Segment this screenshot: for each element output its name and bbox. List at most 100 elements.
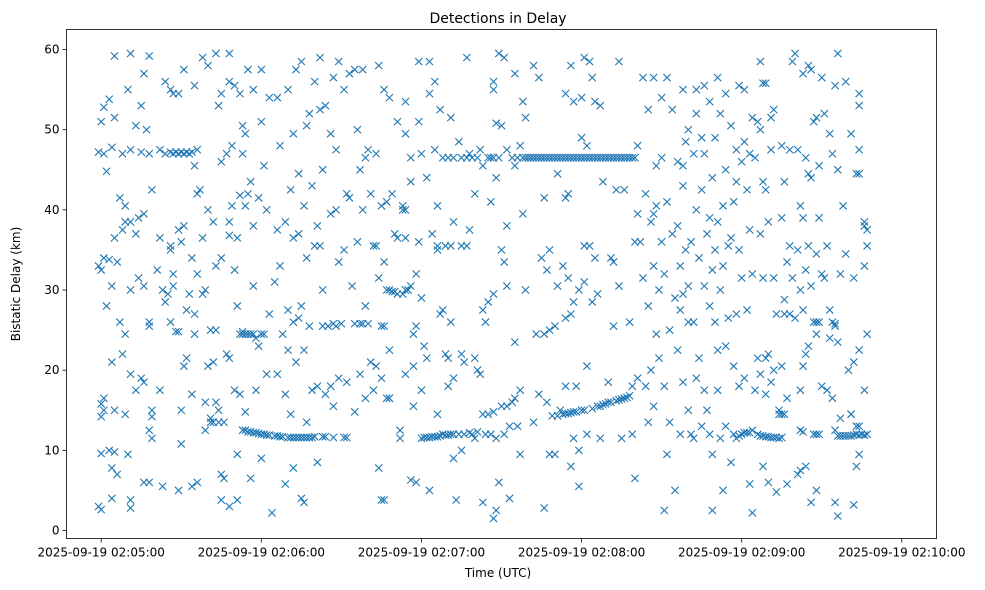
- data-point: [126, 496, 135, 505]
- data-point: [510, 394, 519, 403]
- data-point: [625, 318, 634, 327]
- data-point: [828, 149, 837, 158]
- data-point: [572, 407, 581, 416]
- data-point: [187, 390, 196, 399]
- data-point: [558, 261, 567, 270]
- data-point: [542, 265, 551, 274]
- data-point: [518, 209, 527, 218]
- data-point: [166, 318, 175, 327]
- data-point: [769, 105, 778, 114]
- data-point: [593, 290, 602, 299]
- data-point: [855, 346, 864, 355]
- data-point: [497, 245, 506, 254]
- data-point: [676, 430, 685, 439]
- data-point: [801, 153, 810, 162]
- data-point: [361, 302, 370, 311]
- data-point: [719, 486, 727, 495]
- data-point: [225, 502, 234, 511]
- data-point: [497, 121, 506, 130]
- data-point: [454, 137, 463, 146]
- data-point: [433, 245, 442, 254]
- data-point: [401, 97, 410, 106]
- data-point: [259, 330, 268, 339]
- data-point: [203, 362, 212, 371]
- data-point: [262, 205, 271, 214]
- data-point: [393, 233, 402, 242]
- data-point: [147, 412, 156, 421]
- data-point: [145, 51, 154, 60]
- data-point: [550, 322, 559, 331]
- data-point: [332, 145, 341, 154]
- data-point: [662, 73, 671, 82]
- data-point: [855, 450, 864, 459]
- data-point: [110, 113, 119, 122]
- data-point: [780, 295, 789, 304]
- data-point: [844, 366, 853, 375]
- y-tick-label: 60: [44, 43, 59, 57]
- data-point: [649, 402, 658, 411]
- data-point: [126, 49, 135, 58]
- data-point: [863, 430, 872, 439]
- axes-frame: [66, 29, 937, 539]
- data-point: [561, 89, 570, 98]
- data-point: [855, 169, 864, 178]
- data-point: [580, 53, 589, 62]
- data-point: [860, 261, 869, 270]
- data-point: [155, 145, 164, 154]
- data-point: [590, 253, 599, 262]
- data-point: [812, 249, 821, 258]
- data-point: [590, 97, 599, 106]
- data-point: [764, 350, 773, 359]
- data-point: [340, 433, 349, 442]
- data-point: [401, 205, 410, 214]
- data-point: [847, 129, 856, 138]
- data-point: [489, 407, 498, 416]
- data-point: [449, 153, 458, 162]
- data-point: [107, 463, 116, 472]
- data-point: [812, 486, 821, 495]
- data-point: [465, 149, 474, 158]
- data-point: [783, 394, 792, 403]
- data-point: [145, 322, 154, 331]
- data-point: [574, 286, 583, 295]
- data-point: [833, 338, 842, 347]
- data-point: [649, 209, 658, 218]
- data-point: [366, 189, 375, 198]
- data-point: [540, 330, 549, 339]
- data-point: [401, 370, 410, 379]
- data-point: [556, 406, 565, 415]
- data-point: [219, 418, 228, 427]
- data-point: [478, 161, 487, 170]
- data-point: [289, 233, 298, 242]
- data-point: [652, 201, 661, 210]
- data-point: [748, 269, 757, 278]
- data-point: [593, 402, 602, 411]
- data-point: [436, 310, 445, 319]
- data-point: [425, 57, 434, 66]
- data-point: [812, 318, 821, 327]
- data-point: [163, 290, 172, 299]
- data-point: [684, 282, 693, 290]
- data-point: [337, 319, 346, 328]
- data-point: [374, 61, 383, 70]
- data-point: [404, 286, 413, 295]
- data-point: [737, 157, 746, 166]
- data-point: [235, 89, 244, 98]
- data-point: [572, 382, 581, 391]
- data-point: [206, 414, 215, 423]
- data-point: [374, 273, 383, 282]
- data-point: [561, 382, 570, 391]
- data-point: [452, 496, 461, 505]
- data-point: [753, 354, 762, 363]
- data-point: [705, 97, 714, 106]
- data-point: [316, 53, 325, 62]
- data-point: [406, 177, 415, 186]
- data-point: [300, 201, 309, 210]
- data-point: [131, 229, 140, 238]
- data-point: [713, 73, 722, 82]
- data-point: [569, 298, 578, 307]
- data-point: [345, 69, 354, 78]
- data-point: [380, 257, 389, 266]
- data-point: [585, 241, 594, 250]
- data-point: [265, 310, 274, 319]
